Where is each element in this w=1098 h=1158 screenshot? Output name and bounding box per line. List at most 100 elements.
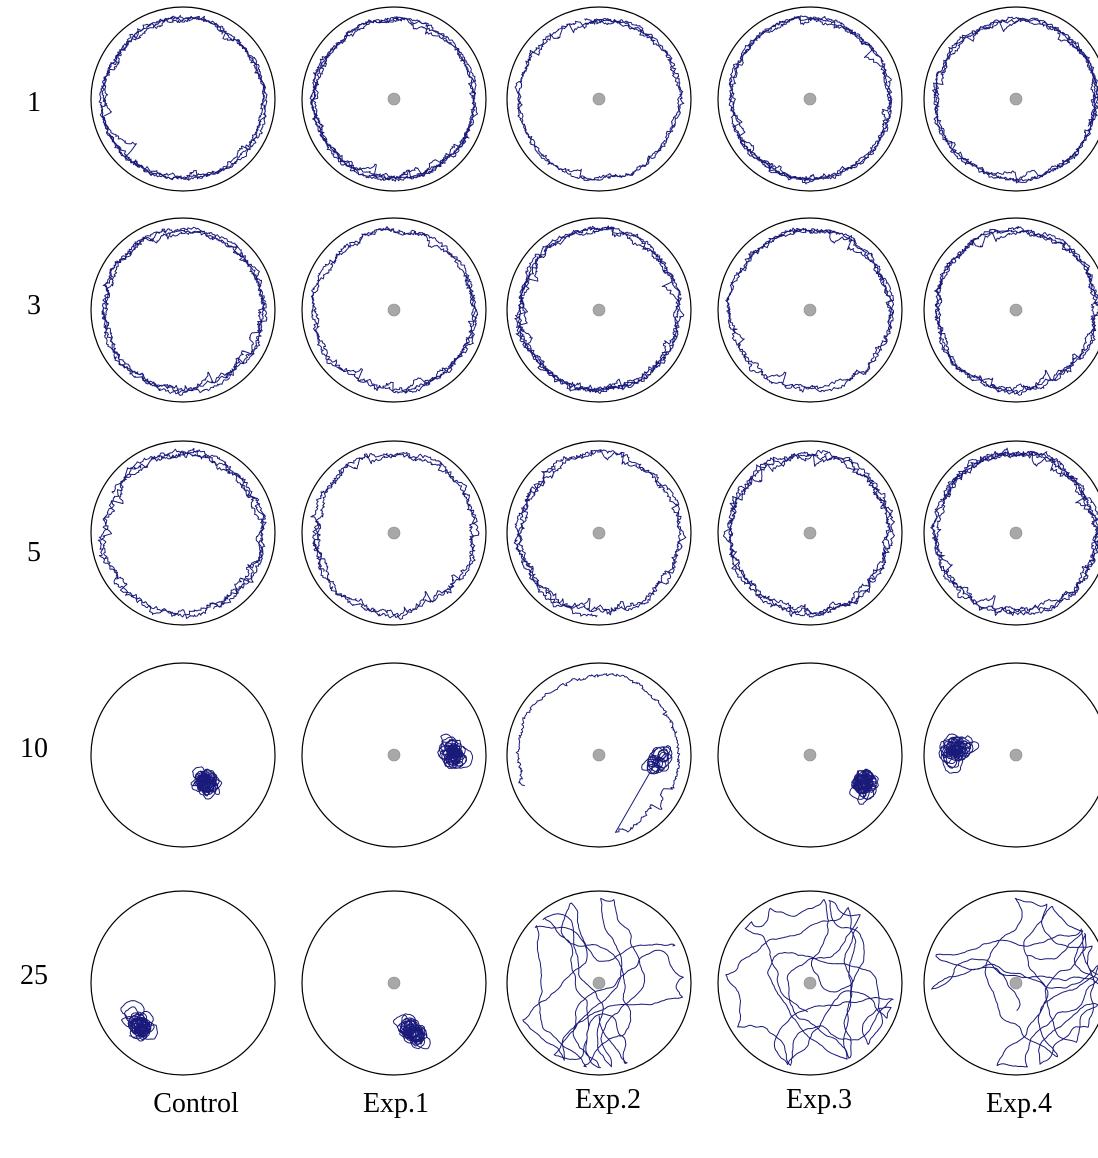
arena-exp4-trial-3 <box>923 217 1098 403</box>
swim-path <box>101 226 268 396</box>
platform-icon <box>387 303 401 317</box>
arena-control-trial-3 <box>90 217 276 403</box>
arena-exp2-trial-5 <box>506 440 692 626</box>
row-label-10: 10 <box>20 733 48 764</box>
arena-exp2-trial-10 <box>506 662 692 848</box>
swim-path <box>310 451 480 620</box>
arena-exp1-trial-25 <box>301 890 487 1076</box>
arena-exp1-trial-3 <box>301 217 487 403</box>
swim-path <box>932 16 1098 184</box>
arena-control-trial-5 <box>90 440 276 626</box>
platform-icon <box>387 976 401 990</box>
column-label-exp2: Exp.2 <box>574 1084 642 1115</box>
arena-boundary <box>717 6 903 192</box>
arena-boundary <box>506 217 692 403</box>
platform-icon <box>592 976 606 990</box>
arena-exp1-trial-5 <box>301 440 487 626</box>
column-label-exp1: Exp.1 <box>362 1088 430 1119</box>
arena-exp1-trial-10 <box>301 662 487 848</box>
platform-icon <box>803 303 817 317</box>
swim-path <box>725 899 894 1066</box>
swim-path <box>98 14 268 181</box>
arena-control-trial-1 <box>90 6 276 192</box>
swim-path <box>310 226 479 394</box>
swim-path <box>723 449 895 618</box>
arena-exp4-trial-25 <box>923 890 1098 1076</box>
arena-exp4-trial-10 <box>923 662 1098 848</box>
platform-icon <box>803 526 817 540</box>
arena-boundary <box>90 217 276 403</box>
platform-icon <box>1009 92 1023 106</box>
arena-boundary <box>717 217 903 403</box>
platform-icon <box>803 748 817 762</box>
arena-boundary <box>717 440 903 626</box>
platform-icon <box>592 748 606 762</box>
arena-exp3-trial-5 <box>717 440 903 626</box>
swim-path <box>513 449 687 618</box>
arena-exp3-trial-3 <box>717 217 903 403</box>
arena-exp3-trial-1 <box>717 6 903 192</box>
platform-icon <box>387 526 401 540</box>
swim-path <box>392 1013 431 1050</box>
platform-icon <box>803 92 817 106</box>
platform-icon <box>1009 526 1023 540</box>
column-label-exp3: Exp.3 <box>785 1084 853 1115</box>
arena-boundary <box>923 6 1098 192</box>
column-label-control: Control <box>153 1088 239 1119</box>
platform-icon <box>387 748 401 762</box>
swim-path <box>728 15 893 185</box>
swim-path <box>934 225 1098 396</box>
swim-path <box>725 227 895 393</box>
arena-boundary <box>301 662 487 848</box>
swim-path <box>849 768 879 805</box>
swim-path <box>522 897 684 1069</box>
platform-icon <box>592 92 606 106</box>
platform-icon <box>1009 976 1023 990</box>
arena-boundary <box>90 440 276 626</box>
arena-exp3-trial-10 <box>717 662 903 848</box>
arena-exp2-trial-1 <box>506 6 692 192</box>
arena-exp4-trial-5 <box>923 440 1098 626</box>
arena-boundary <box>506 6 692 192</box>
swim-path <box>514 225 685 395</box>
arena-boundary <box>923 217 1098 403</box>
row-label-3: 3 <box>27 290 41 321</box>
arena-boundary <box>301 6 487 192</box>
arena-exp2-trial-25 <box>506 890 692 1076</box>
arena-boundary <box>90 6 276 192</box>
arena-boundary <box>717 662 903 848</box>
swim-path <box>514 17 685 182</box>
platform-icon <box>1009 303 1023 317</box>
arena-boundary <box>301 217 487 403</box>
swim-path <box>515 673 681 833</box>
swim-path <box>190 766 223 800</box>
swim-path <box>437 733 473 769</box>
platform-icon <box>387 92 401 106</box>
arena-boundary <box>506 440 692 626</box>
row-label-1: 1 <box>27 87 41 118</box>
arena-boundary <box>506 890 692 1076</box>
arena-exp4-trial-1 <box>923 6 1098 192</box>
arena-boundary <box>923 890 1098 1076</box>
platform-icon <box>592 303 606 317</box>
swim-path <box>97 447 267 619</box>
swim-path <box>930 447 1098 616</box>
arena-boundary <box>90 890 276 1076</box>
arena-control-trial-25 <box>90 890 276 1076</box>
row-label-25: 25 <box>20 960 48 991</box>
arena-exp2-trial-3 <box>506 217 692 403</box>
arena-boundary <box>923 440 1098 626</box>
arena-boundary <box>301 890 487 1076</box>
swim-path <box>120 1000 158 1042</box>
arena-boundary <box>717 890 903 1076</box>
arena-exp1-trial-1 <box>301 6 487 192</box>
platform-icon <box>803 976 817 990</box>
column-label-exp4: Exp.4 <box>985 1088 1053 1119</box>
arena-boundary <box>90 662 276 848</box>
arena-boundary <box>301 440 487 626</box>
row-label-5: 5 <box>27 537 41 568</box>
platform-icon <box>592 526 606 540</box>
swim-path <box>931 897 1098 1068</box>
